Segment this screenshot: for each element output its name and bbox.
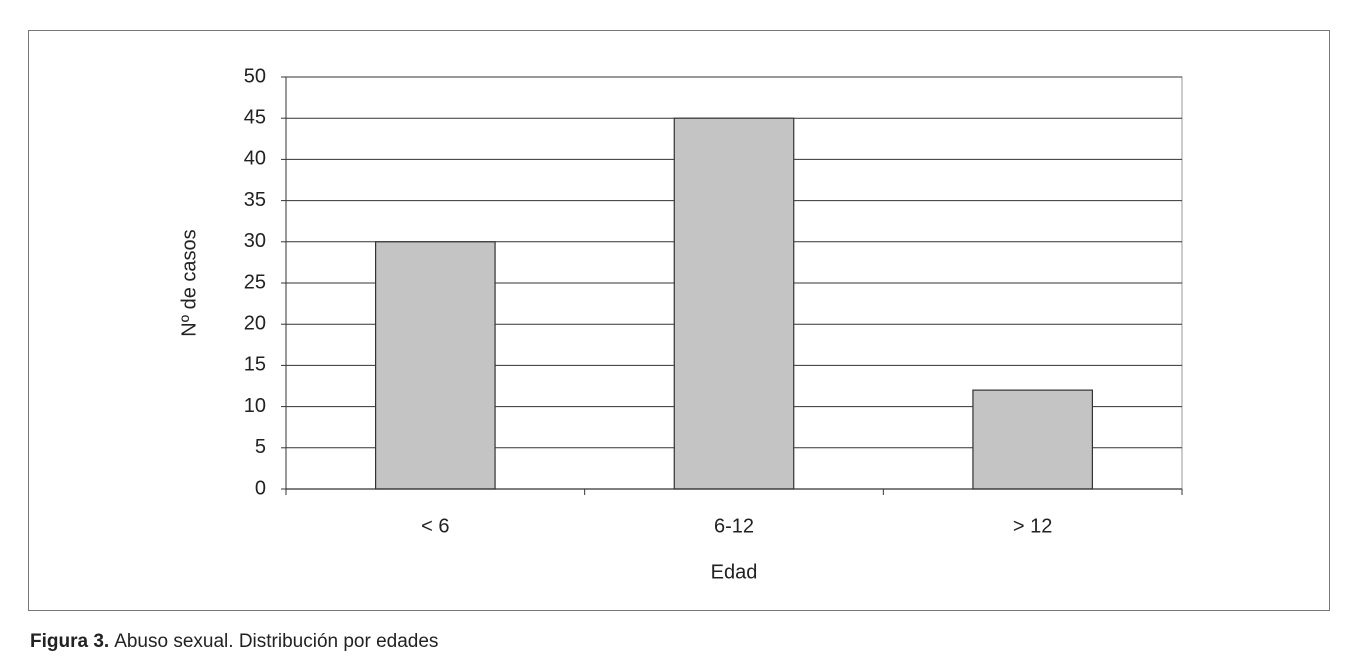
y-tick-label: 30 (244, 230, 266, 252)
y-tick-label: 20 (244, 312, 266, 334)
x-axis-title: Edad (711, 561, 758, 583)
y-tick-label: 5 (255, 436, 266, 458)
y-tick-label: 35 (244, 189, 266, 211)
y-tick-label: 25 (244, 271, 266, 293)
bar (972, 389, 1094, 490)
y-tick-label: 0 (255, 477, 266, 499)
bar (673, 117, 795, 490)
y-axis-title: Nº de casos (178, 229, 200, 336)
caption: Figura 3. Abuso sexual. Distribución por … (30, 631, 438, 652)
x-tick-label: < 6 (421, 515, 449, 537)
caption-text: Abuso sexual. Distribución por edades (114, 631, 438, 652)
y-tick-label: 40 (244, 148, 266, 170)
caption-label: Figura 3. (30, 631, 109, 652)
x-tick-label: > 12 (1013, 515, 1052, 537)
bar (375, 241, 496, 490)
y-tick-label: 10 (244, 395, 266, 417)
y-tick-label: 15 (244, 354, 266, 376)
y-tick-label: 45 (244, 106, 266, 128)
y-tick-label: 50 (244, 65, 266, 87)
x-tick-label: 6-12 (714, 515, 754, 537)
